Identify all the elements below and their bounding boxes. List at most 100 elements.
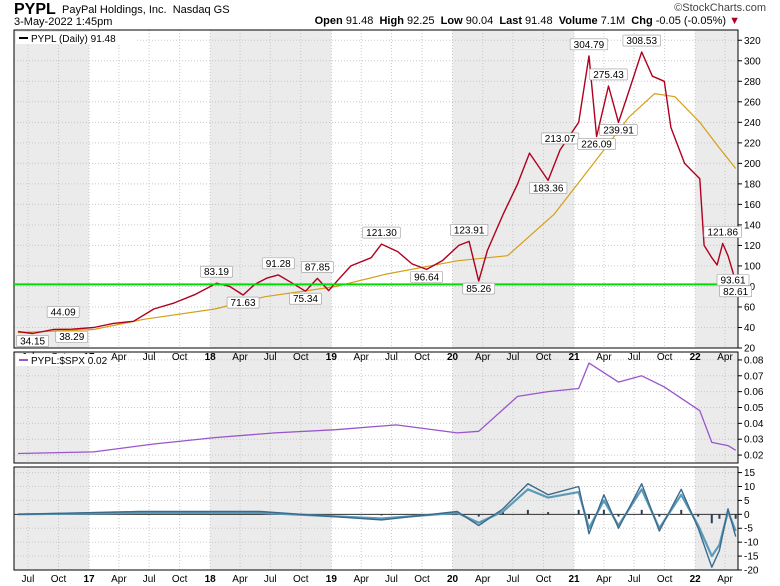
annotation-label: 91.28	[266, 259, 291, 270]
annotation-label: 34.15	[20, 336, 45, 347]
price-legend: PYPL (Daily) 91.48	[31, 34, 116, 45]
annotation-box	[529, 182, 568, 194]
x-label-main: 20	[447, 352, 459, 363]
panel-1-border	[13, 351, 739, 464]
annotation-box	[462, 282, 496, 295]
x-label-bottom: Jul	[22, 574, 35, 585]
y-tick-label: 0.06	[744, 387, 764, 398]
ratio-line	[17, 362, 737, 455]
ma-line	[17, 93, 737, 334]
y-tick-label: 10	[744, 482, 756, 493]
x-label-main: Apr	[353, 352, 369, 363]
y-tick-label: 140	[744, 220, 761, 231]
annotation-box	[703, 226, 742, 238]
x-label-bottom: Oct	[293, 574, 309, 585]
annotation-box	[589, 68, 628, 81]
x-label-bottom: Apr	[353, 574, 369, 585]
osc-line-1	[17, 483, 737, 568]
x-label-bottom: Apr	[475, 574, 491, 585]
y-tick-label: 15	[744, 468, 756, 479]
x-label-bottom: 21	[568, 574, 580, 585]
annotation-label: 226.09	[581, 140, 612, 151]
x-label-bottom: Apr	[596, 574, 612, 585]
annotation-box	[46, 305, 80, 318]
x-label-bottom: Jul	[507, 574, 520, 585]
x-label-bottom: Jul	[143, 574, 156, 585]
y-tick-label: 20	[744, 344, 756, 355]
x-label-bottom: Jul	[264, 574, 277, 585]
annotation-label: 82.61	[723, 287, 748, 298]
y-tick-label: 0.03	[744, 435, 764, 446]
change-value: -0.05 (-0.05%)	[655, 15, 727, 27]
y-tick-label: -10	[744, 538, 759, 549]
annotation-box	[622, 34, 661, 47]
annotation-box	[226, 296, 260, 309]
annotation-box	[362, 226, 401, 239]
x-label-main: Apr	[232, 352, 248, 363]
annotation-box	[450, 224, 489, 236]
y-tick-label: 260	[744, 97, 761, 108]
annotation-box	[289, 292, 322, 305]
x-label-main: Apr	[596, 352, 612, 363]
y-tick-label: 60	[744, 302, 756, 313]
y-tick-label: 120	[744, 241, 761, 252]
x-label-main: Jul	[264, 352, 277, 363]
annotation-label: 87.85	[305, 262, 330, 273]
panel-0-bg	[14, 30, 738, 348]
x-label-main: 21	[568, 352, 580, 363]
annotation-box	[261, 257, 295, 270]
x-label-bottom: Oct	[172, 574, 188, 585]
year-band	[695, 30, 738, 348]
y-tick-label: -20	[744, 566, 759, 577]
company-name: PayPal Holdings, Inc. Nasdaq GS	[62, 4, 230, 16]
annotation-box	[577, 138, 616, 150]
annotation-label: 123.91	[454, 225, 485, 236]
y-tick-label: 5	[744, 496, 750, 507]
annotation-box	[55, 330, 89, 343]
legend-bg	[16, 354, 104, 366]
chart-header: PYPL PayPal Holdings, Inc. Nasdaq GS 3-M…	[0, 0, 780, 28]
annotation-box	[301, 261, 334, 273]
annotation-label: 83.19	[204, 267, 229, 278]
brand-logo: ©StockCharts.com	[674, 2, 766, 14]
annotation-label: 71.63	[231, 298, 256, 309]
x-label-bottom: Jul	[385, 574, 398, 585]
ticker-symbol: PYPL	[14, 1, 56, 18]
ratio-legend: PYPL:$SPX 0.02	[31, 356, 108, 367]
high-value: 92.25	[406, 15, 435, 27]
y-tick-label: -15	[744, 552, 759, 563]
annotation-label: 96.64	[414, 272, 439, 283]
y-tick-label: 0.08	[744, 355, 764, 366]
x-label-main: Apr	[717, 352, 733, 363]
y-tick-label: 0.04	[744, 419, 764, 430]
x-label-main: Oct	[293, 352, 309, 363]
x-label-main: 19	[326, 352, 338, 363]
x-label-main: Apr	[475, 352, 491, 363]
x-label-main: Apr	[111, 352, 127, 363]
y-tick-label: 100	[744, 261, 761, 272]
panel-2-border	[13, 466, 739, 571]
annotation-box	[410, 271, 443, 283]
price-line	[17, 51, 737, 335]
annotation-label: 93.61	[721, 275, 746, 286]
y-tick-label: 160	[744, 200, 761, 211]
x-label-main: Jul	[143, 352, 156, 363]
x-label-bottom: 20	[447, 574, 459, 585]
annotation-label: 121.86	[707, 228, 738, 239]
x-label-bottom: Oct	[414, 574, 430, 585]
x-label-bottom: 18	[205, 574, 217, 585]
volume-value: 7.1M	[600, 15, 626, 27]
annotation-box	[569, 38, 609, 51]
year-band	[14, 467, 90, 570]
y-tick-label: 40	[744, 323, 756, 334]
annotation-box	[16, 335, 49, 347]
open-value: 91.48	[345, 15, 374, 27]
x-label-bottom: 17	[83, 574, 95, 585]
x-label-main: Jul	[507, 352, 520, 363]
year-band	[14, 30, 90, 348]
x-label-main: Oct	[414, 352, 430, 363]
annotation-box	[200, 265, 233, 278]
down-arrow-icon: ▼	[729, 15, 740, 27]
x-label-main: 22	[690, 352, 702, 363]
